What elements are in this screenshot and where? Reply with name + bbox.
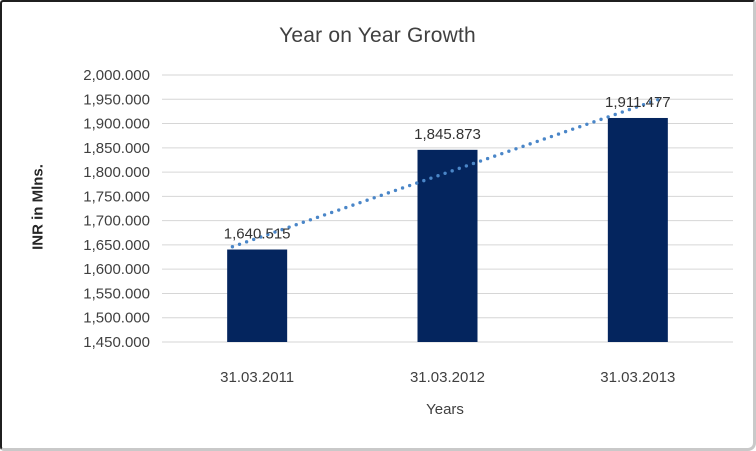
y-tick-label: 1,500.000 [83,310,150,327]
data-label: 1,640.515 [224,226,291,243]
y-tick-label: 1,850.000 [83,140,150,157]
x-category-label: 31.03.2012 [410,369,485,386]
data-label: 1,845.873 [414,126,481,143]
y-tick-label: 1,700.000 [83,213,150,230]
x-category-label: 31.03.2013 [600,369,675,386]
y-tick-label: 1,450.000 [83,334,150,351]
x-category-label: 31.03.2011 [220,369,294,386]
y-tick-label: 1,600.000 [83,261,150,278]
y-tick-label: 1,950.000 [83,91,150,108]
y-tick-label: 1,800.000 [83,164,150,181]
bar-31.03.2013 [607,117,668,342]
y-tick-label: 1,900.000 [83,116,150,133]
bar-31.03.2012 [417,149,478,342]
x-axis-title: Years [426,401,464,418]
y-tick-label: 1,650.000 [83,237,150,254]
chart-title: Year on Year Growth [279,24,476,47]
y-tick-label: 1,750.000 [83,188,150,205]
y-tick-label: 1,550.000 [83,285,150,302]
bar-31.03.2011 [227,249,288,342]
y-tick-label: 2,000.000 [83,67,150,84]
data-label: 1,911.477 [605,94,671,111]
trendline [230,97,661,249]
